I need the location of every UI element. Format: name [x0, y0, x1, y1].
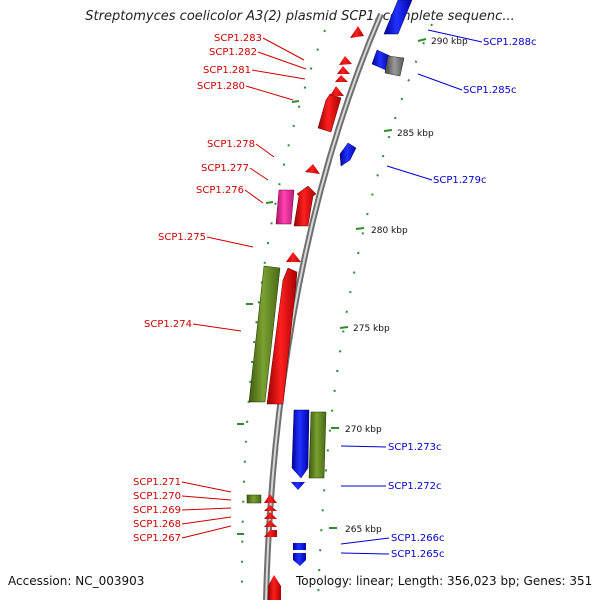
- feature-scp1-273c-olive[interactable]: [308, 411, 327, 479]
- inner-major-ticks: [237, 100, 300, 535]
- accession-text: Accession: NC_003903: [8, 574, 145, 588]
- gene-arrow-scp1-267[interactable]: [264, 530, 277, 537]
- gray-feature[interactable]: [384, 55, 405, 77]
- gene-arrow-scp1-282[interactable]: [339, 56, 352, 65]
- gene-label-scp1-283[interactable]: SCP1.283: [214, 33, 262, 44]
- scale-marker: 265 kbp: [329, 525, 382, 535]
- gene-arrow-scp1-276[interactable]: [293, 185, 317, 227]
- scale-marker: 280 kbp: [355, 226, 408, 236]
- gene-arrow-scp1-283[interactable]: [350, 26, 364, 38]
- map-title: Streptomyces coelicolor A3(2) plasmid SC…: [85, 9, 515, 24]
- scale-marker: 270 kbp: [331, 425, 382, 435]
- inner-tick-ring: [240, 29, 326, 600]
- gene-arrow-scp1-269[interactable]: [264, 512, 277, 519]
- gene-arrow-scp1-266c[interactable]: [293, 543, 306, 550]
- gene-label-scp1-282[interactable]: SCP1.282: [209, 47, 257, 58]
- gene-arrow-scp1-288c[interactable]: [383, 0, 413, 35]
- gene-label-scp1-266c[interactable]: SCP1.266c: [391, 533, 445, 544]
- gene-arrow-scp1-275[interactable]: [286, 252, 301, 262]
- gene-label-scp1-267[interactable]: SCP1.267: [133, 533, 181, 544]
- gene-arrow-scp1-265c[interactable]: [293, 553, 306, 566]
- gene-label-scp1-285c[interactable]: SCP1.285c: [463, 85, 517, 96]
- right-leader-lines: [340, 29, 483, 555]
- gene-arrow-scp1-280b[interactable]: [330, 86, 344, 96]
- gene-label-scp1-268[interactable]: SCP1.268: [133, 519, 181, 530]
- scale-label: 270 kbp: [345, 425, 382, 435]
- gene-label-scp1-278[interactable]: SCP1.278: [207, 139, 255, 150]
- scale-label: 265 kbp: [345, 525, 382, 535]
- scale-label: 275 kbp: [353, 324, 390, 334]
- gene-label-scp1-276[interactable]: SCP1.276: [196, 185, 244, 196]
- gene-label-scp1-275[interactable]: SCP1.275: [158, 232, 206, 243]
- gene-label-scp1-270[interactable]: SCP1.270: [133, 491, 181, 502]
- gene-arrow-bottom[interactable]: [268, 575, 281, 600]
- scale-marker: 290 kbp: [417, 37, 468, 47]
- topology-summary: Topology: linear; Length: 356,023 bp; Ge…: [296, 574, 593, 588]
- gene-arrow-scp1-281[interactable]: [337, 66, 350, 74]
- gene-label-scp1-272c[interactable]: SCP1.272c: [388, 481, 442, 492]
- scale-marker: 285 kbp: [383, 129, 434, 139]
- gene-arrow-scp1-273c[interactable]: [291, 409, 310, 479]
- gene-arrow-scp1-277[interactable]: [305, 164, 320, 174]
- feature-scp1-274-olive[interactable]: [248, 265, 281, 403]
- gene-arrow-scp1-281b[interactable]: [335, 75, 348, 82]
- red-gene-cluster-top: [305, 26, 364, 174]
- gene-label-scp1-274[interactable]: SCP1.274: [144, 319, 192, 330]
- scale-label: 290 kbp: [431, 37, 468, 47]
- gene-label-scp1-271[interactable]: SCP1.271: [133, 477, 181, 488]
- feature-scp1-271-olive[interactable]: [246, 494, 262, 504]
- left-labels: SCP1.283 SCP1.282 SCP1.281 SCP1.280 SCP1…: [133, 33, 262, 544]
- gene-label-scp1-280[interactable]: SCP1.280: [197, 81, 245, 92]
- scale-label: 280 kbp: [371, 226, 408, 236]
- gene-arrow-scp1-268[interactable]: [264, 520, 277, 527]
- gene-arrow-scp1-274[interactable]: [266, 267, 298, 405]
- left-leader-lines: [181, 37, 307, 539]
- gene-label-scp1-265c[interactable]: SCP1.265c: [391, 549, 445, 560]
- gene-label-scp1-279c[interactable]: SCP1.279c: [433, 175, 487, 186]
- gene-arrow-scp1-270[interactable]: [264, 505, 277, 511]
- gene-label-scp1-273c[interactable]: SCP1.273c: [388, 442, 442, 453]
- gene-arrow-scp1-272c[interactable]: [291, 482, 305, 490]
- gene-label-scp1-277[interactable]: SCP1.277: [201, 163, 249, 174]
- gene-label-scp1-281[interactable]: SCP1.281: [203, 65, 251, 76]
- gene-label-scp1-288c[interactable]: SCP1.288c: [483, 37, 537, 48]
- scale-marker: 275 kbp: [339, 324, 390, 334]
- gene-arrow-scp1-271[interactable]: [264, 494, 277, 503]
- gene-arrow-scp1-279c[interactable]: [339, 142, 357, 167]
- feature-scp1-276-pink[interactable]: [275, 189, 295, 225]
- gene-label-scp1-269[interactable]: SCP1.269: [133, 505, 181, 516]
- scale-label: 285 kbp: [397, 129, 434, 139]
- right-labels: SCP1.288c SCP1.285c SCP1.279c SCP1.273c …: [388, 37, 537, 560]
